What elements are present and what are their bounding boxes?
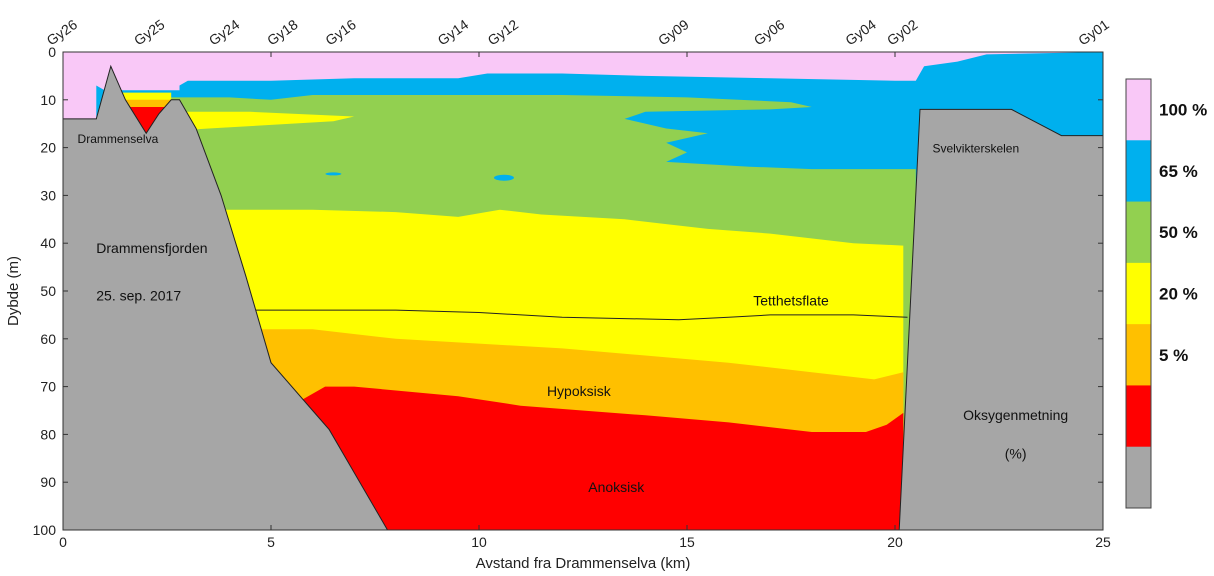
y-tick-label: 20 [40,140,56,156]
fjord-label: Drammensfjorden [96,240,207,256]
station-label-gy26: Gy26 [44,16,81,48]
colorbar-segment [1126,140,1151,203]
station-labels: Gy26 Gy25 Gy24 Gy18 Gy16 Gy14 Gy12 Gy09 Gy06 Gy04… [44,16,1112,48]
colorbar-segment [1126,201,1151,264]
topography-right [898,108,1103,530]
hypoxic-label: Hypoksisk [547,383,612,399]
station-label-gy24: Gy24 [206,16,243,48]
colorbar-label: 20 % [1159,285,1198,304]
y-tick-label: 40 [40,235,56,251]
layer-65-patch [493,174,514,181]
y-tick-label: 50 [40,283,56,299]
date-label: 25. sep. 2017 [96,288,181,304]
station-label-gy09: Gy09 [655,16,692,48]
station-label-gy06: Gy06 [751,16,788,48]
oxygen-unit-label: (%) [1005,445,1027,461]
x-tick-label: 0 [59,534,67,550]
colorbar-segment [1126,385,1151,448]
x-tick-label: 20 [887,534,903,550]
y-tick-label: 0 [48,44,56,60]
colorbar-label: 5 % [1159,346,1188,365]
density-surface-line [254,309,908,321]
y-tick-label: 100 [33,522,57,538]
colorbar-label: 50 % [1159,223,1198,242]
y-tick-label: 10 [40,92,56,108]
x-tick-label: 5 [267,534,275,550]
station-label-gy02: Gy02 [884,16,921,48]
station-label-gy25: Gy25 [131,16,168,48]
bottom-topography [63,64,1103,530]
colorbar-segment [1126,262,1151,325]
x-tick-label: 10 [471,534,487,550]
topography-left [63,64,389,530]
station-label-gy01: Gy01 [1075,16,1112,48]
colorbar-label: 100 % [1159,101,1207,120]
oxygen-title-label: Oksygenmetning [963,407,1068,423]
anoxic-label: Anoksisk [588,479,645,495]
y-tick-label: 90 [40,474,56,490]
density-surface-label: Tetthetsflate [753,292,829,308]
colorbar-label: 65 % [1159,162,1198,181]
colorbar-segment [1126,324,1151,386]
annotations: Drammenselva Drammensfjorden 25. sep. 20… [78,132,1069,495]
x-axis-title: Avstand fra Drammenselva (km) [476,555,691,572]
station-label-gy12: Gy12 [485,16,522,48]
x-tick-label: 15 [679,534,695,550]
river-label: Drammenselva [78,132,159,146]
layer-65-patch-2 [325,172,342,176]
colorbar: 100 % 65 % 50 % 20 % 5 % [1125,78,1207,509]
station-label-gy04: Gy04 [842,16,879,48]
y-tick-label: 30 [40,187,56,203]
y-tick-label: 60 [40,331,56,347]
y-tick-label: 70 [40,379,56,395]
layer-20-tongue [162,111,355,131]
station-label-gy14: Gy14 [435,16,472,48]
colorbar-frame [1125,78,1152,509]
station-label-gy16: Gy16 [322,16,359,48]
layer-0 [300,386,904,530]
colorbar-segment [1126,446,1151,509]
y-tick-label: 80 [40,426,56,442]
contour-lines [254,309,908,321]
y-axis-title: Dybde (m) [5,256,22,326]
station-label-gy18: Gy18 [264,16,301,48]
colorbar-segment [1126,79,1151,141]
sill-label: Svelvikterskelen [932,141,1019,155]
x-tick-label: 25 [1095,534,1111,550]
axes: 0 5 10 15 20 25 0 10 20 30 40 50 60 70 80 90 100 [33,44,1111,550]
